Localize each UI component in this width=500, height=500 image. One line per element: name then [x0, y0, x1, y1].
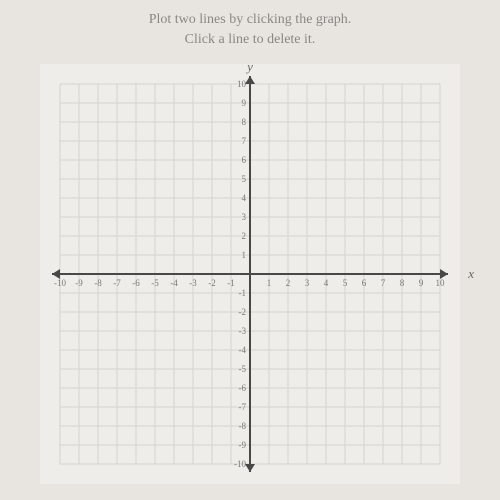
svg-text:8: 8 [242, 117, 247, 127]
svg-text:10: 10 [436, 278, 446, 288]
svg-text:4: 4 [324, 278, 329, 288]
svg-text:-7: -7 [113, 278, 121, 288]
svg-text:9: 9 [419, 278, 424, 288]
svg-text:2: 2 [242, 231, 247, 241]
svg-text:3: 3 [305, 278, 310, 288]
svg-text:-8: -8 [239, 421, 247, 431]
svg-text:5: 5 [242, 174, 247, 184]
svg-text:-5: -5 [239, 364, 247, 374]
svg-text:6: 6 [362, 278, 367, 288]
instructions-block: Plot two lines by clicking the graph. Cl… [20, 10, 480, 49]
svg-text:-2: -2 [239, 307, 247, 317]
svg-text:7: 7 [381, 278, 386, 288]
instruction-line-2: Click a line to delete it. [20, 30, 480, 50]
svg-text:10: 10 [237, 79, 247, 89]
svg-text:-4: -4 [239, 345, 247, 355]
svg-text:8: 8 [400, 278, 405, 288]
svg-text:9: 9 [242, 98, 247, 108]
svg-text:-7: -7 [239, 402, 247, 412]
svg-text:2: 2 [286, 278, 291, 288]
svg-text:4: 4 [242, 193, 247, 203]
grid-svg[interactable]: -10 -9 -8 -7 -6 -5 -4 -3 -2 -1 1 2 3 4 5 6 7 8 9 10 -10 -9 -8 -… [40, 64, 460, 484]
svg-text:-5: -5 [151, 278, 159, 288]
svg-text:-10: -10 [234, 459, 246, 469]
svg-text:1: 1 [242, 250, 247, 260]
svg-text:-6: -6 [132, 278, 140, 288]
svg-text:-1: -1 [227, 278, 235, 288]
svg-text:-9: -9 [239, 440, 247, 450]
svg-text:-9: -9 [75, 278, 83, 288]
svg-text:-4: -4 [170, 278, 178, 288]
svg-text:3: 3 [242, 212, 247, 222]
svg-text:-3: -3 [189, 278, 197, 288]
svg-text:-8: -8 [94, 278, 102, 288]
svg-text:-2: -2 [208, 278, 216, 288]
svg-text:7: 7 [242, 136, 247, 146]
svg-text:5: 5 [343, 278, 348, 288]
instruction-line-1: Plot two lines by clicking the graph. [20, 10, 480, 30]
coordinate-graph[interactable]: y x -10-9-8-7-6-5-4-3-2-112345678910-10-… [40, 64, 460, 484]
svg-text:1: 1 [267, 278, 272, 288]
svg-text:-1: -1 [239, 288, 247, 298]
x-axis-label: x [468, 266, 474, 282]
svg-text:-3: -3 [239, 326, 247, 336]
svg-text:6: 6 [242, 155, 247, 165]
svg-text:-10: -10 [54, 278, 66, 288]
svg-text:-6: -6 [239, 383, 247, 393]
